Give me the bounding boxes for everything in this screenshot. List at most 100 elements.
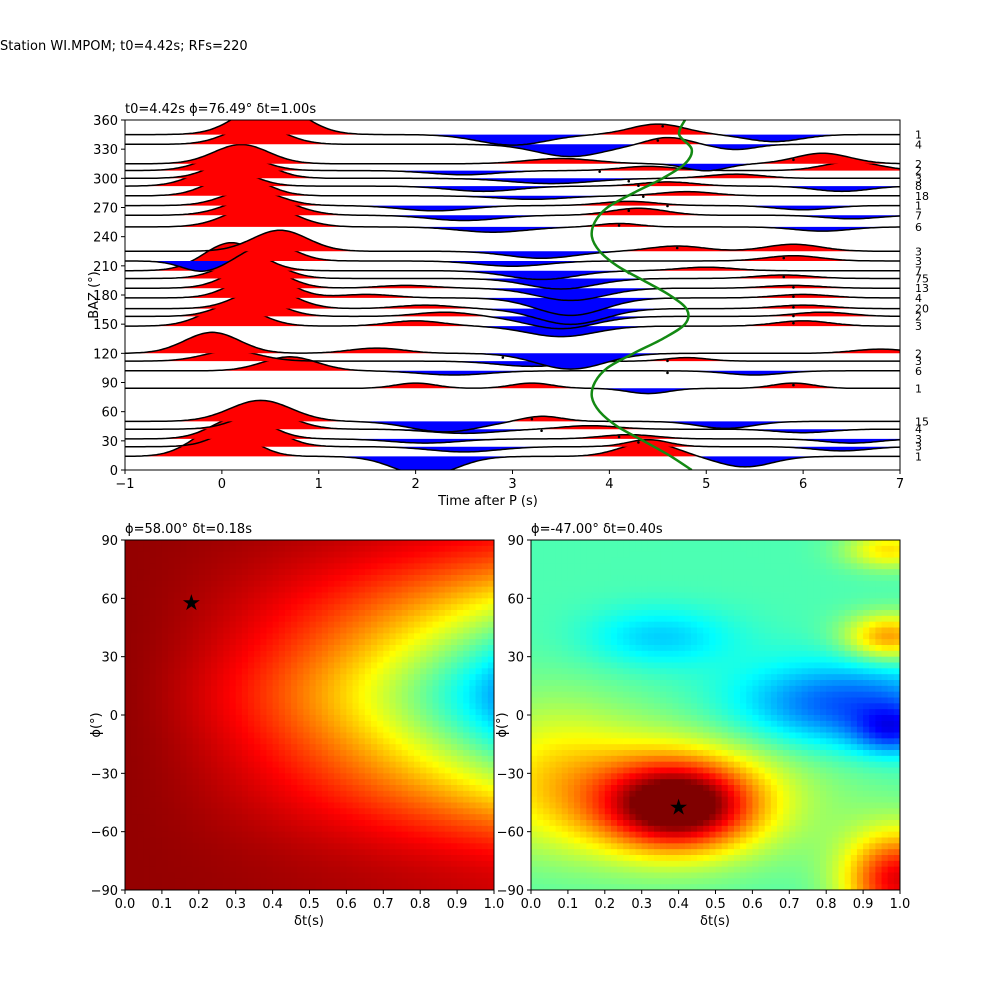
heatmap-cell — [487, 639, 494, 646]
heatmap-cell — [567, 697, 575, 704]
heatmap-cell — [623, 615, 630, 623]
heatmap-cell — [586, 604, 594, 611]
heatmap-cell — [450, 639, 458, 646]
heatmap-cell — [327, 645, 335, 652]
heatmap-cell — [248, 715, 255, 722]
heatmap-cell — [487, 691, 494, 699]
heatmap-cell — [537, 580, 544, 588]
heatmap-cell — [149, 650, 157, 658]
heatmap-cell — [635, 855, 643, 862]
heatmap-cell — [229, 820, 237, 827]
heatmap-cell — [321, 790, 329, 798]
heatmap-cell — [315, 831, 323, 839]
heatmap-cell — [266, 849, 274, 856]
heatmap-cell — [291, 639, 298, 646]
heatmap-cell — [450, 715, 458, 722]
heatmap-cell — [180, 837, 188, 844]
heatmap-cell — [327, 884, 335, 890]
heatmap-cell — [180, 761, 188, 769]
heatmap-cell — [438, 744, 446, 751]
heatmap-cell — [574, 720, 581, 728]
heatmap-cell — [297, 755, 304, 763]
heatmap-cell — [358, 715, 366, 722]
heatmap-cell — [395, 750, 403, 757]
heatmap-cell — [395, 545, 403, 553]
heatmap-cell — [254, 825, 261, 833]
heatmap-cell — [260, 610, 268, 617]
heatmap-cell — [168, 668, 175, 675]
heatmap-cell — [364, 685, 372, 693]
heatmap-cell — [604, 674, 612, 681]
heatmap-cell — [223, 773, 231, 780]
heatmap-cell — [223, 866, 231, 874]
heatmap-cell — [426, 563, 434, 570]
heatmap-cell — [334, 866, 341, 874]
heatmap-cell — [168, 855, 175, 862]
heatmap-cell — [481, 697, 489, 704]
heatmap-cell — [450, 598, 458, 605]
heatmap-cell — [377, 551, 384, 559]
heatmap-cell — [469, 691, 477, 699]
heatmap-cell — [469, 551, 477, 559]
heatmap-cell — [266, 680, 274, 687]
heatmap-cell — [272, 820, 280, 827]
heatmap-cell — [420, 831, 427, 839]
heatmap-cell — [389, 878, 397, 885]
rf-trace-negative-fill — [125, 456, 900, 470]
rf-y-tick-label: 210 — [93, 260, 118, 275]
heatmap-cell — [457, 545, 464, 553]
heatmap-cell — [180, 604, 188, 611]
heatmap-cell — [235, 680, 243, 687]
heatmap-cell — [309, 767, 317, 774]
heatmap-cell — [450, 814, 458, 821]
heatmap-cell — [598, 709, 606, 716]
heatmap-cell — [531, 691, 538, 699]
heatmap-cell — [266, 545, 274, 553]
heatmap-cell — [598, 715, 606, 722]
heatmap-cell — [580, 802, 587, 809]
heatmap-cell — [272, 720, 280, 728]
heatmap-cell — [186, 580, 194, 588]
heatmap-cell — [297, 790, 304, 798]
heatmap-cell — [266, 592, 274, 599]
heatmap-cell — [278, 820, 286, 827]
heatmap-cell — [131, 633, 138, 640]
heatmap-cell — [204, 674, 212, 681]
heatmap-cell — [364, 691, 372, 699]
heatmap-cell — [574, 779, 581, 786]
heatmap-cell — [537, 738, 544, 745]
heatmap-cell — [155, 831, 163, 839]
heatmap-cell — [586, 709, 594, 716]
heatmap-cell — [469, 855, 477, 862]
heatmap-cell — [241, 732, 249, 739]
heatmap-cell — [198, 580, 206, 588]
heatmap-cell — [487, 592, 494, 599]
heatmap-cell — [549, 685, 557, 693]
heatmap-cell — [131, 545, 138, 553]
heatmap-cell — [125, 586, 132, 594]
heatmap-cell — [641, 755, 649, 763]
heatmap-x-tick-label: 0.6 — [336, 897, 357, 912]
heatmap-cell — [635, 884, 643, 890]
heatmap-cell — [211, 557, 218, 564]
heatmap-cell — [623, 715, 630, 722]
rf-trace-22 — [125, 382, 900, 395]
heatmap-cell — [432, 668, 440, 675]
heatmap-cell — [340, 802, 347, 809]
heatmap-cell — [586, 767, 594, 774]
heatmap-cell — [278, 545, 286, 553]
heatmap-cell — [555, 790, 563, 798]
heatmap-cell — [561, 732, 569, 739]
heatmap-cell — [610, 656, 618, 664]
heatmap-cell — [586, 697, 594, 704]
heatmap-cell — [321, 750, 329, 757]
heatmap-cell — [321, 866, 329, 874]
heatmap-cell — [186, 615, 194, 623]
heatmap-cell — [340, 691, 347, 699]
heatmap-cell — [389, 755, 397, 763]
heatmap-cell — [180, 540, 188, 547]
heatmap-cell — [260, 540, 268, 547]
heatmap-cell — [149, 540, 157, 547]
heatmap-cell — [420, 674, 427, 681]
heatmap-cell — [407, 575, 415, 582]
